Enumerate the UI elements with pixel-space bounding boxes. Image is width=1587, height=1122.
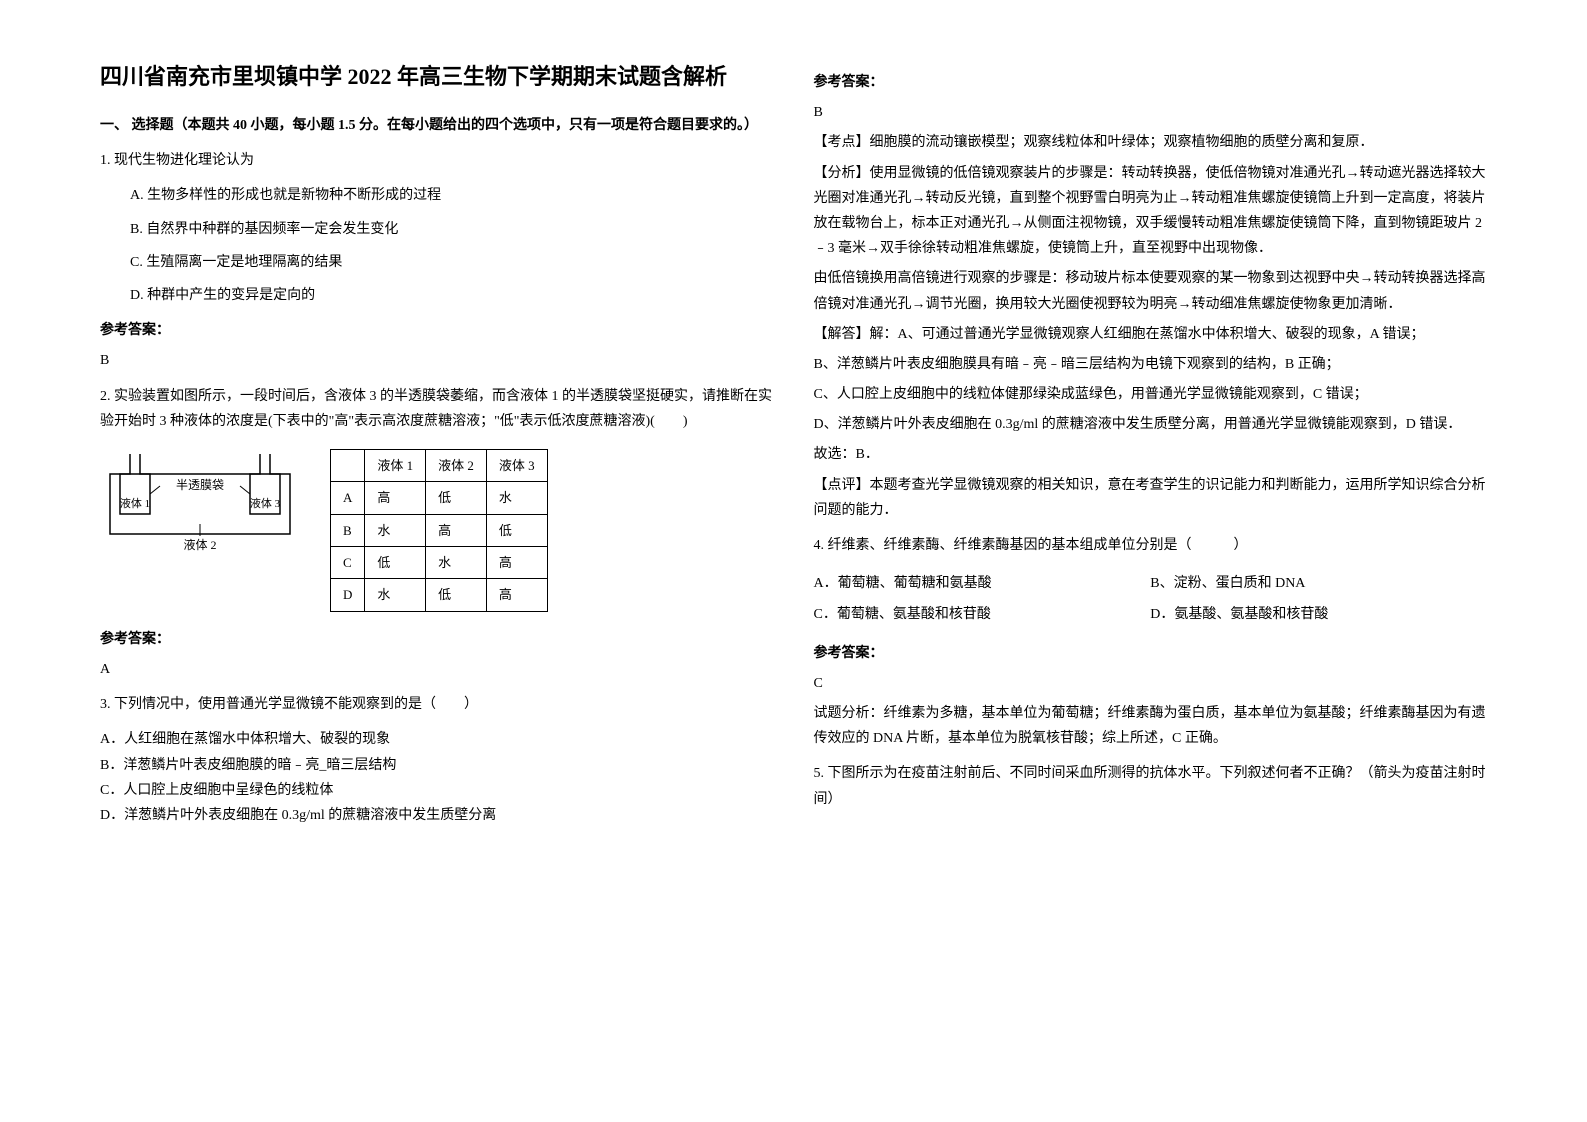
q1-optC: C. 生殖隔离一定是地理隔离的结果 — [130, 250, 774, 275]
table-row: D 水 低 高 — [331, 579, 548, 611]
q3-analysis-7: D、洋葱鳞片叶外表皮细胞在 0.3g/ml 的蔗糖溶液中发生质壁分离，用普通光学… — [814, 412, 1488, 437]
table-row: C 低 水 高 — [331, 547, 548, 579]
q3-optB: B．洋葱鳞片叶表皮细胞膜的暗﹣亮_暗三层结构 — [100, 753, 774, 778]
page-title: 四川省南充市里坝镇中学 2022 年高三生物下学期期末试题含解析 — [100, 60, 774, 93]
table-header: 液体 3 — [486, 449, 547, 481]
q4-answer-label: 参考答案： — [814, 641, 1488, 666]
q2-answer: A — [100, 657, 774, 682]
q1-optA: A. 生物多样性的形成也就是新物种不断形成的过程 — [130, 183, 774, 208]
q3-optD: D．洋葱鳞片叶外表皮细胞在 0.3g/ml 的蔗糖溶液中发生质壁分离 — [100, 803, 774, 828]
table-row: A 高 低 水 — [331, 482, 548, 514]
q3-analysis-6: C、人口腔上皮细胞中的线粒体健那绿染成蓝绿色，用普通光学显微镜能观察到，C 错误… — [814, 382, 1488, 407]
q3-answer-label: 参考答案： — [814, 70, 1488, 95]
q2-stem: 2. 实验装置如图所示，一段时间后，含液体 3 的半透膜袋萎缩，而含液体 1 的… — [100, 384, 774, 434]
table-header — [331, 449, 365, 481]
q3-analysis-8: 故选：B． — [814, 442, 1488, 467]
q3-analysis-1: 【考点】细胞膜的流动镶嵌模型；观察线粒体和叶绿体；观察植物细胞的质壁分离和复原． — [814, 130, 1488, 155]
table-row: B 水 高 低 — [331, 514, 548, 546]
q3-analysis-4: 【解答】解：A、可通过普通光学显微镜观察人红细胞在蒸馏水中体积增大、破裂的现象，… — [814, 322, 1488, 347]
q4-optA: A．葡萄糖、葡萄糖和氨基酸 — [814, 571, 1151, 596]
q1-stem: 1. 现代生物进化理论认为 — [100, 148, 774, 173]
svg-text:半透膜袋: 半透膜袋 — [176, 478, 224, 492]
svg-text:液体 2: 液体 2 — [183, 537, 216, 552]
table-row: 液体 1 液体 2 液体 3 — [331, 449, 548, 481]
q3-analysis-2: 【分析】使用显微镜的低倍镜观察装片的步骤是：转动转换器，使低倍物镜对准通光孔→转… — [814, 161, 1488, 262]
q2-answer-label: 参考答案： — [100, 627, 774, 652]
table-header: 液体 1 — [365, 449, 426, 481]
section-title: 一、 选择题（本题共 40 小题，每小题 1.5 分。在每小题给出的四个选项中，… — [100, 113, 774, 138]
q4-optB: B、淀粉、蛋白质和 DNA — [1150, 571, 1487, 596]
q4-optC: C．葡萄糖、氨基酸和核苷酸 — [814, 602, 1151, 627]
table-header: 液体 2 — [426, 449, 487, 481]
svg-text:液体 1: 液体 1 — [120, 496, 150, 510]
q3-answer: B — [814, 100, 1488, 125]
q4-stem: 4. 纤维素、纤维素酶、纤维素酶基因的基本组成单位分别是（ ） — [814, 533, 1488, 558]
q3-analysis-3: 由低倍镜换用高倍镜进行观察的步骤是：移动玻片标本使要观察的某一物象到达视野中央→… — [814, 266, 1488, 316]
q1-answer: B — [100, 348, 774, 373]
q3-optC: C．人口腔上皮细胞中呈绿色的线粒体 — [100, 778, 774, 803]
q5-stem: 5. 下图所示为在疫苗注射前后、不同时间采血所测得的抗体水平。下列叙述何者不正确… — [814, 761, 1488, 811]
q3-optA: A．人红细胞在蒸馏水中体积增大、破裂的现象 — [100, 727, 774, 752]
q1-answer-label: 参考答案： — [100, 318, 774, 343]
q4-optD: D．氨基酸、氨基酸和核苷酸 — [1150, 602, 1487, 627]
svg-text:液体 3: 液体 3 — [250, 496, 281, 510]
q4-analysis: 试题分析：纤维素为多糖，基本单位为葡萄糖；纤维素酶为蛋白质，基本单位为氨基酸；纤… — [814, 701, 1488, 751]
q2-table: 液体 1 液体 2 液体 3 A 高 低 水 B 水 高 低 C 低 水 高 — [330, 449, 548, 612]
q4-answer: C — [814, 671, 1488, 696]
q3-stem: 3. 下列情况中，使用普通光学显微镜不能观察到的是（ ） — [100, 692, 774, 717]
q2-diagram: 半透膜袋 液体 1 液体 3 液体 2 — [100, 444, 300, 554]
q3-analysis-5: B、洋葱鳞片叶表皮细胞膜具有暗﹣亮﹣暗三层结构为电镜下观察到的结构，B 正确； — [814, 352, 1488, 377]
q1-optD: D. 种群中产生的变异是定向的 — [130, 283, 774, 308]
q3-analysis-9: 【点评】本题考查光学显微镜观察的相关知识，意在考查学生的识记能力和判断能力，运用… — [814, 473, 1488, 523]
q1-optB: B. 自然界中种群的基因频率一定会发生变化 — [130, 217, 774, 242]
